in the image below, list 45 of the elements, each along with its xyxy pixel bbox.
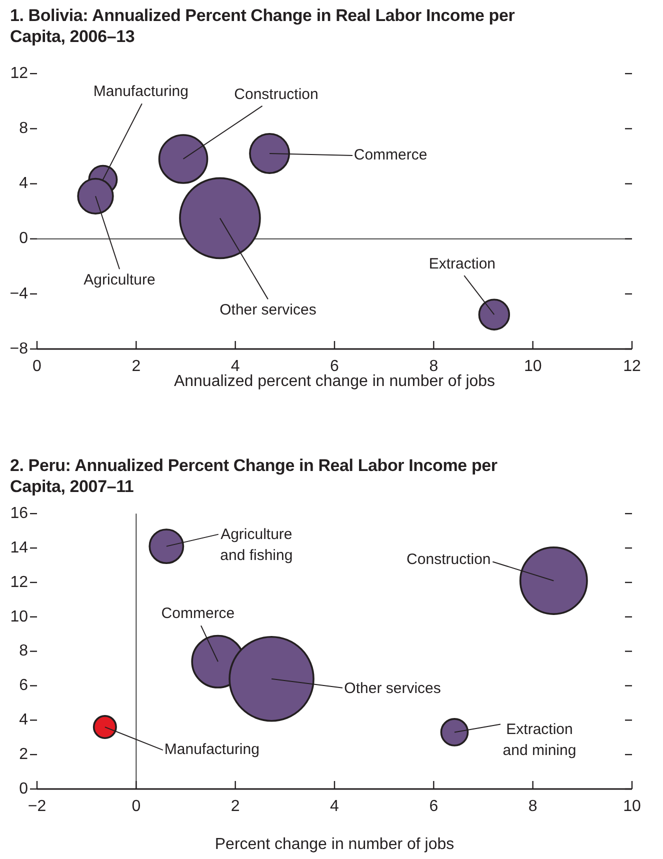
annotation: Manufacturing [93,82,188,100]
y-tick-label: 4 [19,175,28,192]
y-tick-label: −4 [10,285,28,302]
y-tick-label: 8 [19,642,28,660]
y-tick-label: 6 [19,677,28,694]
y-tick-label: 2 [19,746,28,763]
y-tick-label: 4 [19,712,28,729]
x-tick-label: 10 [524,358,542,376]
y-tick-label: 12 [10,574,28,591]
chart-title: 2. Peru: Annualized Percent Change in Real Labor Income per Capita, 2007–11 [10,455,498,497]
x-tick-label: 0 [132,798,141,816]
x-tick-label: 2 [132,358,141,376]
y-tick-label: 12 [10,65,28,82]
x-tick-label: 8 [429,358,438,376]
annotation: Agriculture [84,271,156,288]
annotation: Other services [220,301,316,318]
x-tick-label: 12 [623,358,641,376]
annotation: Commerce [161,604,235,622]
y-tick-label: −8 [10,340,28,358]
y-tick-label: 0 [19,230,28,248]
annotation: Agriculture and fishing [220,526,293,564]
x-tick-label: 6 [330,358,340,376]
x-tick-label: −2 [28,798,46,816]
y-tick-label: 16 [10,505,28,522]
annotation: Manufacturing [164,741,260,758]
y-tick-label: 8 [19,120,28,138]
y-tick-label: 14 [10,539,28,556]
y-tick-label: 0 [19,780,28,798]
x-tick-label: 10 [623,798,641,816]
annotation: Other services [344,680,441,697]
annotation: Extraction and mining [502,720,576,759]
x-tick-label: 8 [528,798,538,816]
annotation: Extraction [428,256,496,273]
x-tick-label: 6 [429,798,438,816]
annotation: Construction [406,550,491,568]
annotation: Commerce [354,146,428,164]
chart-title: 1. Bolivia: Annualized Percent Change in Real Labor Income per Capita, 2006–13 [10,5,515,47]
x-tick-label: 4 [330,798,340,816]
x-tick-label: 2 [230,798,240,816]
annotation: Construction [234,86,318,104]
x-axis-title: Annualized percent change in number of jobs [174,372,496,390]
x-axis-title: Percent change in number of jobs [214,836,454,853]
y-tick-label: 10 [10,608,28,626]
x-tick-label: 0 [32,358,42,376]
x-tick-label: 4 [230,358,240,376]
